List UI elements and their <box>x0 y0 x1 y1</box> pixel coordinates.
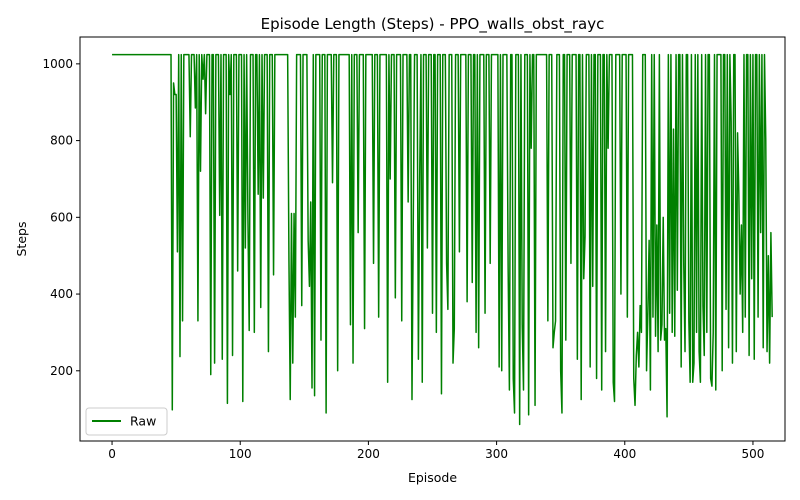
y-tick-label: 600 <box>50 210 73 224</box>
x-axis-ticks: 0 100 200 300 400 500 <box>108 441 764 461</box>
series-line-raw <box>112 53 773 426</box>
legend-label-raw: Raw <box>130 414 156 429</box>
x-tick-label: 400 <box>613 447 636 461</box>
y-tick-label: 1000 <box>42 57 73 71</box>
legend-box <box>85 407 168 436</box>
x-tick-label: 200 <box>357 447 380 461</box>
x-tick-label: 300 <box>485 447 508 461</box>
chart-title: Episode Length (Steps) - PPO_walls_obst_… <box>261 15 605 34</box>
y-tick-label: 800 <box>50 134 73 148</box>
x-axis-label: Episode <box>408 470 457 485</box>
x-tick-label: 0 <box>108 447 116 461</box>
y-tick-label: 200 <box>50 364 73 378</box>
x-tick-label: 500 <box>742 447 765 461</box>
plot-frame <box>79 36 786 442</box>
plot-area: 0 100 200 300 400 500 200 400 600 800 1000 <box>42 36 786 461</box>
y-axis-label: Steps <box>14 222 29 257</box>
y-axis-ticks: 200 400 600 800 1000 <box>42 57 80 378</box>
x-tick-label: 100 <box>229 447 252 461</box>
series-layer <box>112 53 773 426</box>
legend: Raw <box>85 407 168 436</box>
y-tick-label: 400 <box>50 287 73 301</box>
